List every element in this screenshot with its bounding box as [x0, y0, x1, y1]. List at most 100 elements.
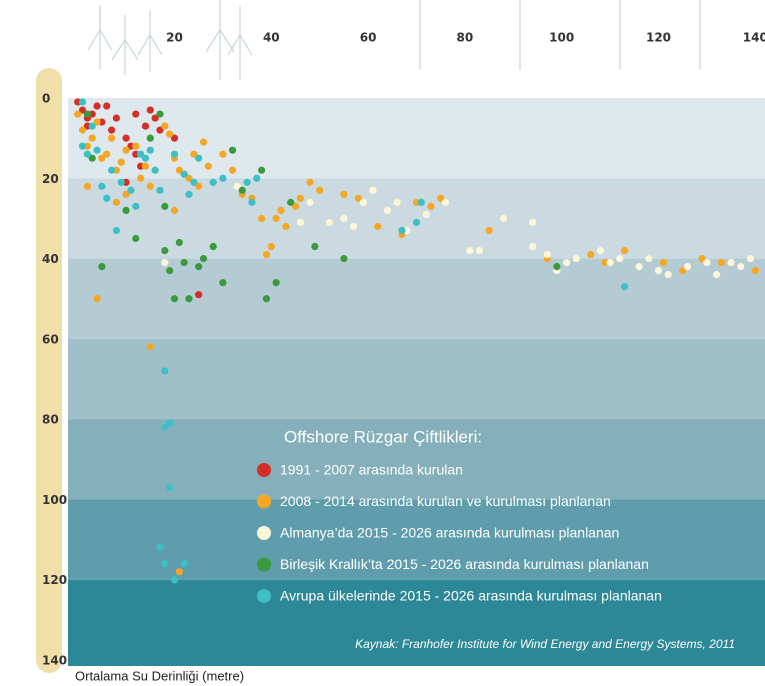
point: [89, 123, 96, 130]
point: [248, 199, 255, 206]
point: [113, 227, 120, 234]
point: [219, 279, 226, 286]
point: [747, 255, 754, 262]
point: [79, 143, 86, 150]
point: [229, 147, 236, 154]
point: [219, 151, 226, 158]
point: [108, 167, 115, 174]
source: Kaynak: Franhofer Institute for Wind Ene…: [355, 637, 735, 651]
point: [93, 295, 100, 302]
point: [476, 247, 483, 254]
point: [161, 560, 168, 567]
x-tick-label: 120: [646, 31, 671, 45]
point: [108, 135, 115, 142]
point: [161, 123, 168, 130]
point: [171, 295, 178, 302]
point: [544, 251, 551, 258]
point: [147, 343, 154, 350]
point: [340, 191, 347, 198]
point: [263, 295, 270, 302]
chart: 02040608010012014020406080100120140 Offs…: [0, 0, 765, 686]
point: [108, 127, 115, 134]
legend-marker: [257, 526, 271, 540]
point: [597, 247, 604, 254]
point: [122, 207, 129, 214]
point: [311, 243, 318, 250]
point: [122, 135, 129, 142]
x-tick-label: 140: [743, 31, 765, 45]
axis-label: Ortalama Su Derinliği (metre): [75, 668, 244, 683]
point: [161, 247, 168, 254]
point: [229, 167, 236, 174]
point: [166, 420, 173, 427]
point: [171, 151, 178, 158]
point: [263, 251, 270, 258]
legend-label: Almanya’da 2015 - 2026 arasında kurulmas…: [280, 525, 619, 541]
point: [273, 215, 280, 222]
point: [665, 271, 672, 278]
point: [340, 215, 347, 222]
point: [398, 227, 405, 234]
point: [122, 147, 129, 154]
point: [258, 215, 265, 222]
point: [374, 223, 381, 230]
point: [326, 219, 333, 226]
point: [210, 179, 217, 186]
point: [137, 175, 144, 182]
point: [728, 259, 735, 266]
y-tick-label: 80: [42, 413, 59, 427]
point: [500, 215, 507, 222]
x-tick-label: 80: [457, 31, 474, 45]
point: [243, 179, 250, 186]
point: [394, 199, 401, 206]
point: [636, 263, 643, 270]
point: [287, 199, 294, 206]
point: [360, 199, 367, 206]
legend-label: Avrupa ülkelerinde 2015 - 2026 arasında …: [280, 588, 662, 604]
point: [195, 155, 202, 162]
point: [132, 110, 139, 117]
point: [253, 175, 260, 182]
point: [277, 207, 284, 214]
depth-band: [68, 339, 765, 419]
point: [161, 367, 168, 374]
y-tick-label: 20: [42, 172, 59, 186]
point: [418, 199, 425, 206]
point: [142, 123, 149, 130]
point: [195, 291, 202, 298]
legend-marker: [257, 495, 271, 509]
point: [93, 147, 100, 154]
point: [350, 223, 357, 230]
point: [587, 251, 594, 258]
point: [384, 207, 391, 214]
point: [607, 259, 614, 266]
point: [340, 255, 347, 262]
point: [205, 163, 212, 170]
point: [306, 199, 313, 206]
point: [529, 219, 536, 226]
point: [161, 203, 168, 210]
point: [79, 127, 86, 134]
point: [89, 135, 96, 142]
point: [161, 259, 168, 266]
point: [282, 223, 289, 230]
point: [113, 114, 120, 121]
point: [181, 560, 188, 567]
point: [98, 263, 105, 270]
point: [616, 255, 623, 262]
point: [118, 159, 125, 166]
y-tick-label: 140: [42, 654, 67, 668]
point: [703, 259, 710, 266]
point: [156, 110, 163, 117]
point: [369, 187, 376, 194]
point: [176, 568, 183, 575]
point: [142, 163, 149, 170]
point: [166, 267, 173, 274]
point: [190, 179, 197, 186]
point: [200, 139, 207, 146]
x-tick-label: 100: [549, 31, 574, 45]
point: [413, 219, 420, 226]
point: [239, 187, 246, 194]
point: [132, 203, 139, 210]
point: [103, 102, 110, 109]
